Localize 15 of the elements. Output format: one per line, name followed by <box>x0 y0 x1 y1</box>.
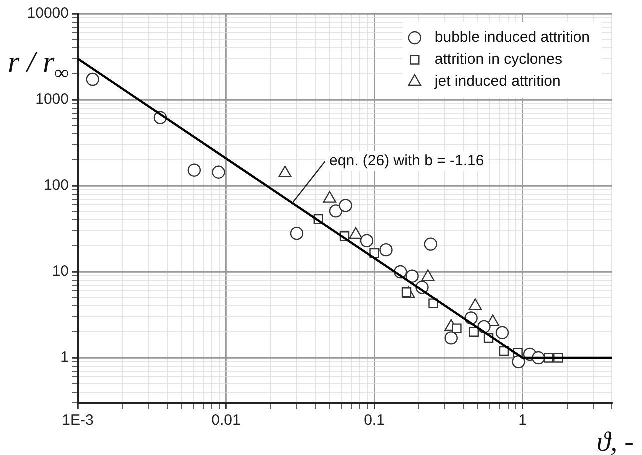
y-tick-label: 100 <box>44 177 69 194</box>
y-tick-label: 10000 <box>27 5 69 22</box>
annotation: eqn. (26) with b = -1.16 <box>330 152 484 170</box>
x-tick-label: 1 <box>518 412 527 430</box>
y-axis-title: r / r∞ <box>8 46 69 84</box>
y-tick-label: 1 <box>60 349 69 366</box>
x-tick-label: 0.01 <box>212 412 241 430</box>
legend-label: jet induced attrition <box>434 73 561 90</box>
legend-label: bubble induced attrition <box>434 29 590 46</box>
x-axis-title: ϑ, - <box>596 427 634 455</box>
y-tick-label: 10 <box>52 263 69 280</box>
legend-label: attrition in cyclones <box>434 51 562 68</box>
x-tick-label: 0.1 <box>364 412 385 430</box>
y-tick-label: 1000 <box>36 91 69 108</box>
x-tick-label: 1E-3 <box>62 412 94 430</box>
